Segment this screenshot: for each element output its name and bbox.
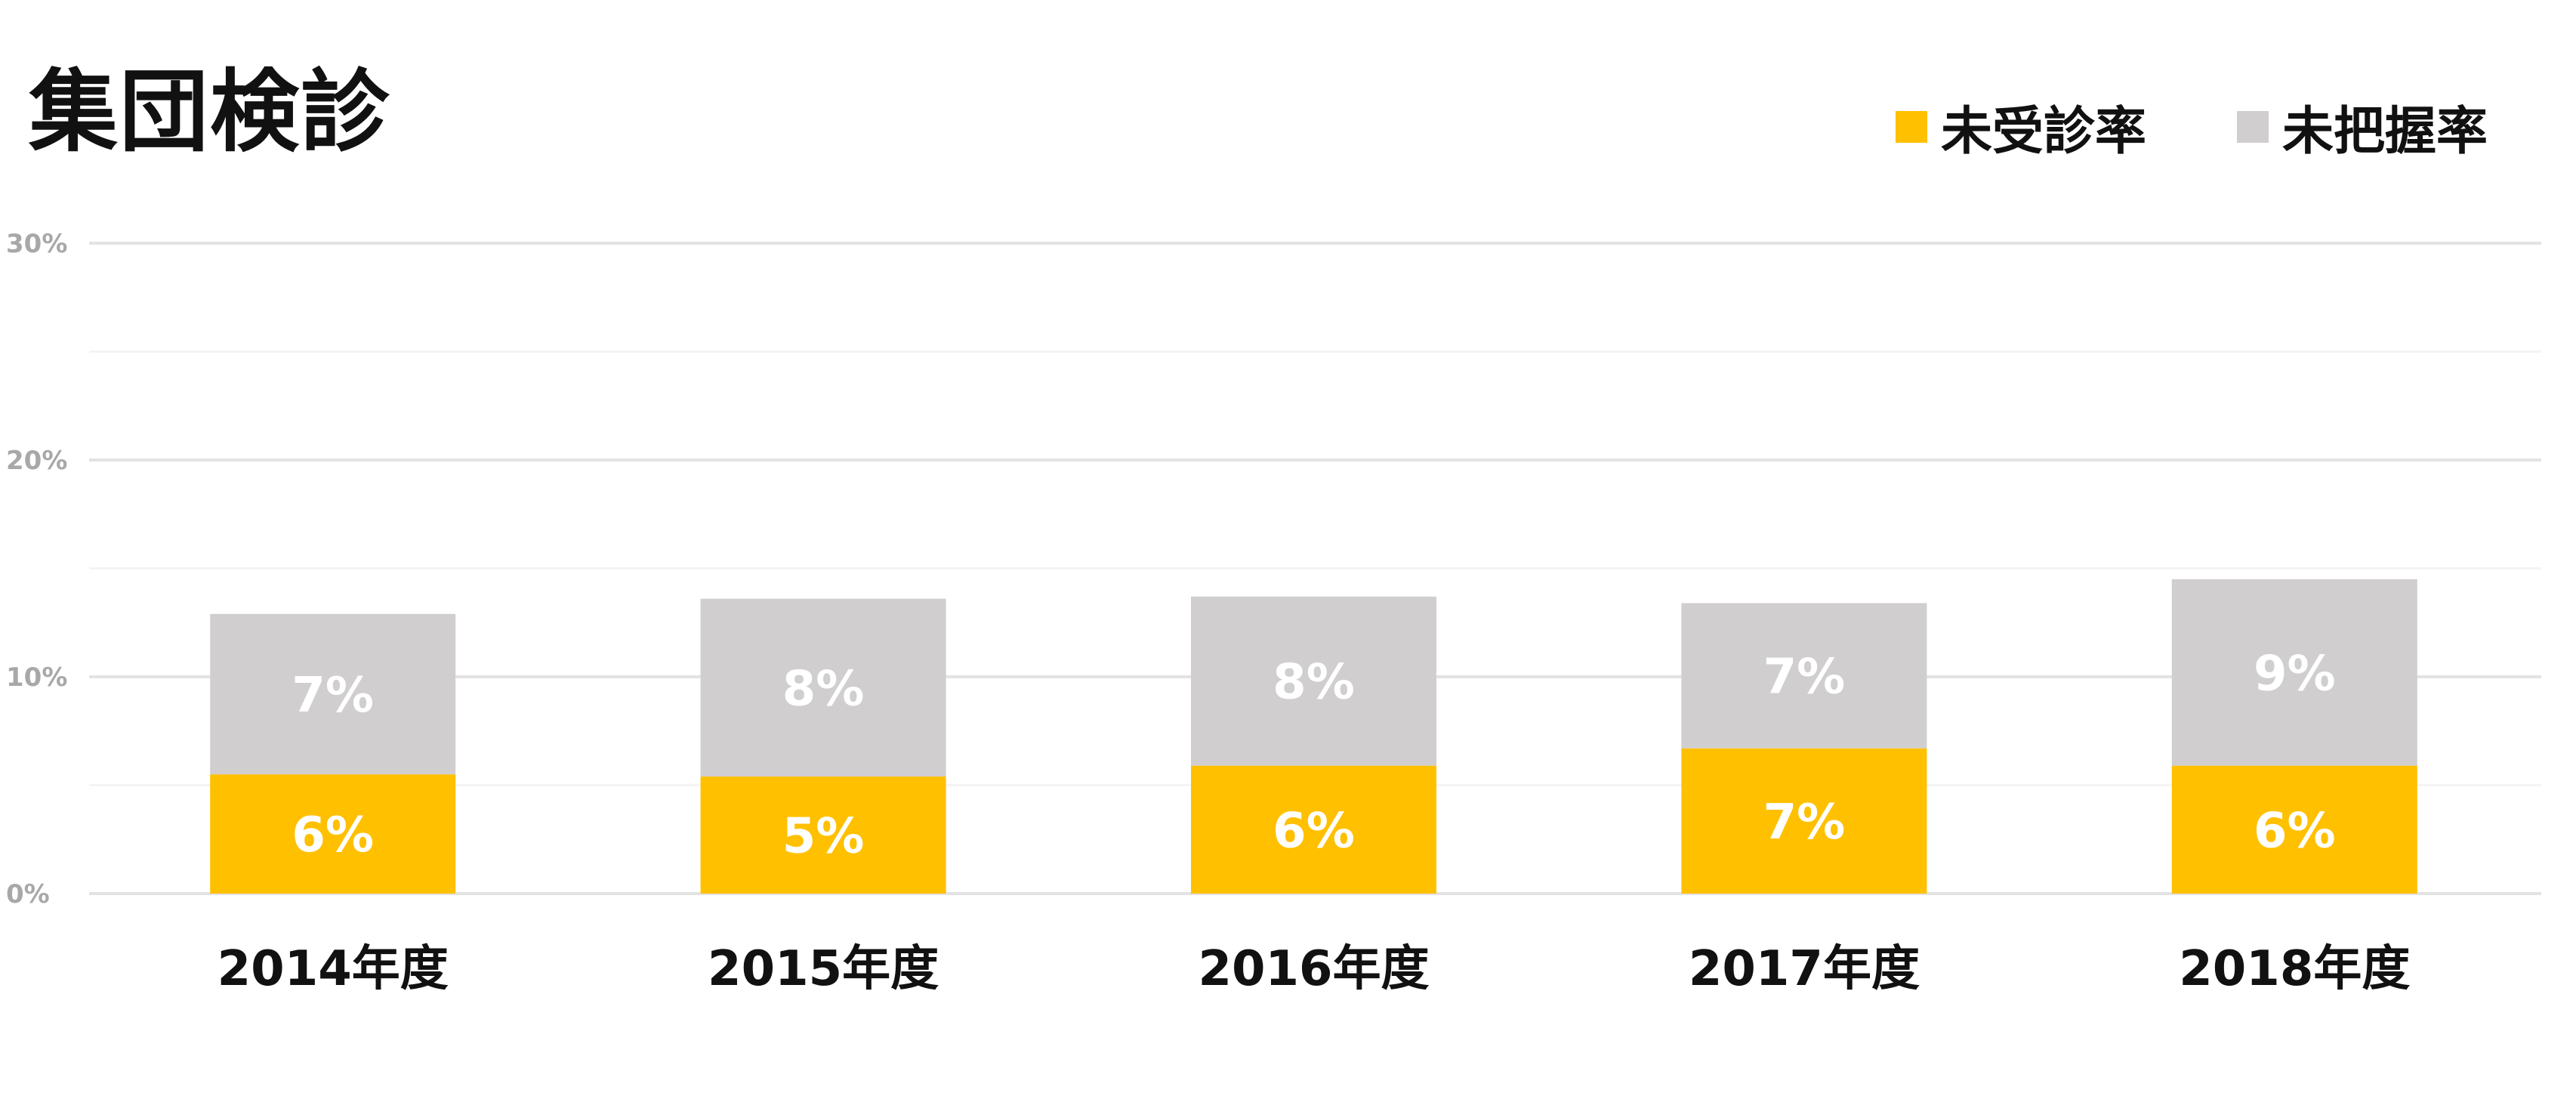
y-tick-label: 30% xyxy=(6,229,67,259)
x-tick-label: 2016年度 xyxy=(1198,941,1429,997)
bar-unexamined xyxy=(1191,765,1436,894)
legend-swatch-unexamined xyxy=(1896,110,1927,143)
x-tick-label: 2017年度 xyxy=(1689,941,1920,997)
legend-label-unknown: 未把握率 xyxy=(2282,102,2488,162)
bar-unknown xyxy=(2171,579,2417,766)
bar-unexamined xyxy=(700,777,946,894)
data-label-unknown: 9% xyxy=(2254,646,2336,702)
data-label-unknown: 8% xyxy=(1273,655,1355,711)
chart-title: 集団検診 xyxy=(29,60,392,164)
bar-unknown xyxy=(1681,603,1927,749)
bar-unknown xyxy=(210,613,456,775)
data-label-unexamined: 6% xyxy=(1273,803,1355,859)
legend-item-unknown: 未把握率 xyxy=(2237,89,2488,164)
y-axis: 0% 10% 20% 30% xyxy=(6,229,67,909)
x-tick-label: 2015年度 xyxy=(708,941,939,997)
y-tick-label: 0% xyxy=(6,879,50,909)
data-label-unknown: 7% xyxy=(1763,650,1846,706)
bar-unknown xyxy=(1191,596,1436,766)
legend-swatch-unknown xyxy=(2237,110,2269,143)
y-tick-label: 10% xyxy=(6,662,67,693)
bar-unexamined xyxy=(210,774,456,894)
bar-unexamined xyxy=(1681,748,1927,894)
data-label-unexamined: 7% xyxy=(1763,795,1846,851)
bars: 6% 7% 5% 8% 6% 8% 7% 7% 6% 9% xyxy=(210,579,2417,894)
y-tick-label: 20% xyxy=(6,446,67,476)
data-label-unknown: 7% xyxy=(292,668,374,724)
data-label-unexamined: 6% xyxy=(2254,803,2336,859)
legend-item-unexamined: 未受診率 xyxy=(1896,89,2146,164)
bar-unexamined xyxy=(2171,765,2417,894)
x-tick-label: 2018年度 xyxy=(2179,941,2410,997)
bar-unknown xyxy=(700,598,946,777)
data-label-unexamined: 5% xyxy=(782,809,865,865)
legend-label-unexamined: 未受診率 xyxy=(1941,102,2147,162)
data-label-unexamined: 6% xyxy=(292,807,374,863)
x-axis: 2014年度 2015年度 2016年度 2017年度 2018年度 xyxy=(217,941,2411,997)
data-label-unknown: 8% xyxy=(782,661,865,717)
x-tick-label: 2014年度 xyxy=(217,941,449,997)
